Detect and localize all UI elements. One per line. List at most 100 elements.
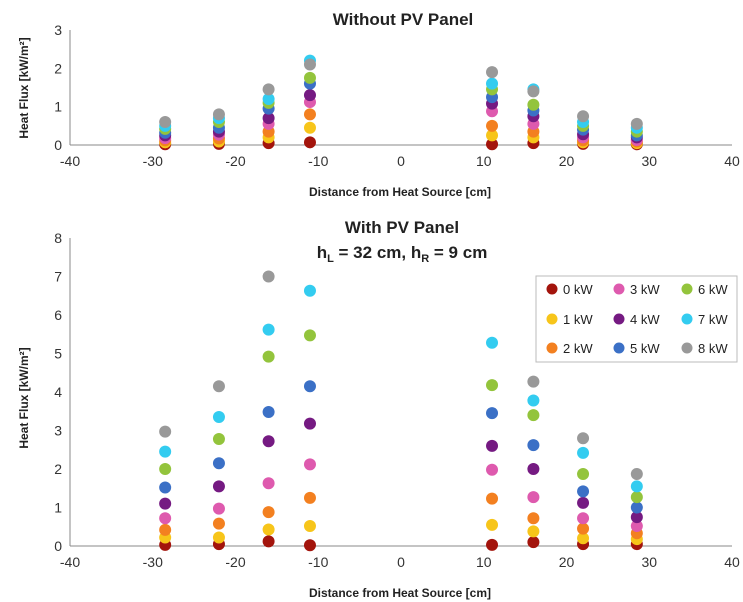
data-point [486, 379, 499, 392]
data-point [577, 432, 590, 445]
x-tick-label: 30 [641, 554, 657, 570]
data-point [577, 446, 590, 459]
data-point [527, 409, 540, 422]
data-points [159, 270, 643, 552]
data-point [486, 138, 499, 151]
data-point [630, 117, 643, 130]
data-point [527, 491, 540, 504]
data-point [212, 411, 225, 424]
data-point [159, 116, 172, 128]
subtitle-tail: = 9 cm [429, 243, 487, 262]
legend-label: 0 kW [563, 282, 593, 297]
y-tick-label: 5 [54, 346, 62, 362]
data-point [262, 83, 275, 96]
data-point [577, 468, 590, 481]
legend-marker [546, 313, 558, 325]
data-point [486, 119, 499, 132]
data-point [303, 284, 316, 297]
data-point [212, 432, 225, 445]
legend-marker [613, 342, 625, 354]
data-point [486, 518, 499, 531]
data-point [303, 519, 316, 532]
data-point [262, 270, 275, 283]
data-point [577, 496, 590, 509]
legend-label: 3 kW [630, 282, 660, 297]
data-point [212, 480, 225, 493]
data-point [262, 506, 275, 519]
data-point [159, 497, 172, 510]
x-tick-label: -20 [225, 554, 245, 570]
x-tick-labels: -40 -30 -20 -10 0 10 20 30 40 [60, 153, 740, 169]
data-point [303, 380, 316, 393]
legend-marker [613, 313, 625, 325]
data-point [303, 71, 316, 84]
data-point [577, 512, 590, 525]
y-tick-label: 1 [54, 99, 62, 115]
data-point [159, 512, 172, 525]
data-point [486, 407, 499, 420]
data-point [262, 535, 275, 548]
data-point [577, 522, 590, 535]
data-point [212, 502, 225, 515]
data-point [486, 492, 499, 505]
data-point [212, 457, 225, 470]
data-point [527, 439, 540, 452]
data-point [527, 394, 540, 407]
x-tick-label: 10 [476, 153, 492, 169]
legend-label: 6 kW [698, 282, 728, 297]
x-tick-label: 20 [559, 153, 575, 169]
y-tick-label: 6 [54, 307, 62, 323]
data-point [630, 511, 643, 524]
chart-title: Without PV Panel [333, 10, 474, 29]
data-point [262, 93, 275, 105]
legend-marker [681, 283, 693, 295]
legend-label: 5 kW [630, 341, 660, 356]
x-axis-title: Distance from Heat Source [cm] [309, 185, 491, 199]
chart-title: With PV Panel [345, 218, 459, 237]
data-point [486, 336, 499, 349]
y-tick-label: 1 [54, 500, 62, 516]
data-point [486, 77, 499, 90]
y-tick-label: 8 [54, 230, 62, 246]
legend-marker [546, 283, 558, 295]
data-point [630, 468, 643, 481]
data-point [577, 532, 590, 545]
data-point [159, 463, 172, 475]
data-point [303, 108, 316, 121]
y-axis-title: Heat Flux [kW/m²] [17, 347, 31, 448]
data-point [486, 463, 499, 476]
data-point [212, 517, 225, 530]
legend-label: 7 kW [698, 312, 728, 327]
x-tick-label: -20 [225, 153, 245, 169]
data-point [486, 129, 499, 142]
data-point [527, 375, 540, 388]
data-point [212, 380, 225, 393]
data-point [262, 477, 275, 490]
data-point [303, 458, 316, 471]
data-point [159, 481, 172, 494]
x-tick-label: 40 [724, 153, 740, 169]
y-tick-label: 4 [54, 384, 62, 400]
data-point [212, 108, 225, 121]
x-axis-title: Distance from Heat Source [cm] [309, 586, 491, 600]
legend-marker [681, 342, 693, 354]
x-tick-label: 20 [559, 554, 575, 570]
legend-marker [681, 313, 693, 325]
chart-subtitle: hL = 32 cm, hR = 9 cm [317, 243, 488, 265]
x-tick-label: -10 [308, 153, 328, 169]
y-tick-label: 3 [54, 423, 62, 439]
x-tick-label: -40 [60, 153, 80, 169]
legend: 0 kW 1 kW 2 kW 3 kW 4 kW 5 kW 6 kW 7 kW 8 kW [535, 275, 738, 363]
data-point [212, 531, 225, 544]
data-point [527, 85, 540, 98]
data-point [527, 463, 540, 475]
data-point [159, 425, 172, 438]
data-point [262, 323, 275, 336]
data-point [486, 538, 499, 551]
data-point [486, 439, 499, 452]
data-point [303, 121, 316, 134]
data-point [303, 539, 316, 552]
x-tick-label: 10 [476, 554, 492, 570]
x-tick-label: 40 [724, 554, 740, 570]
